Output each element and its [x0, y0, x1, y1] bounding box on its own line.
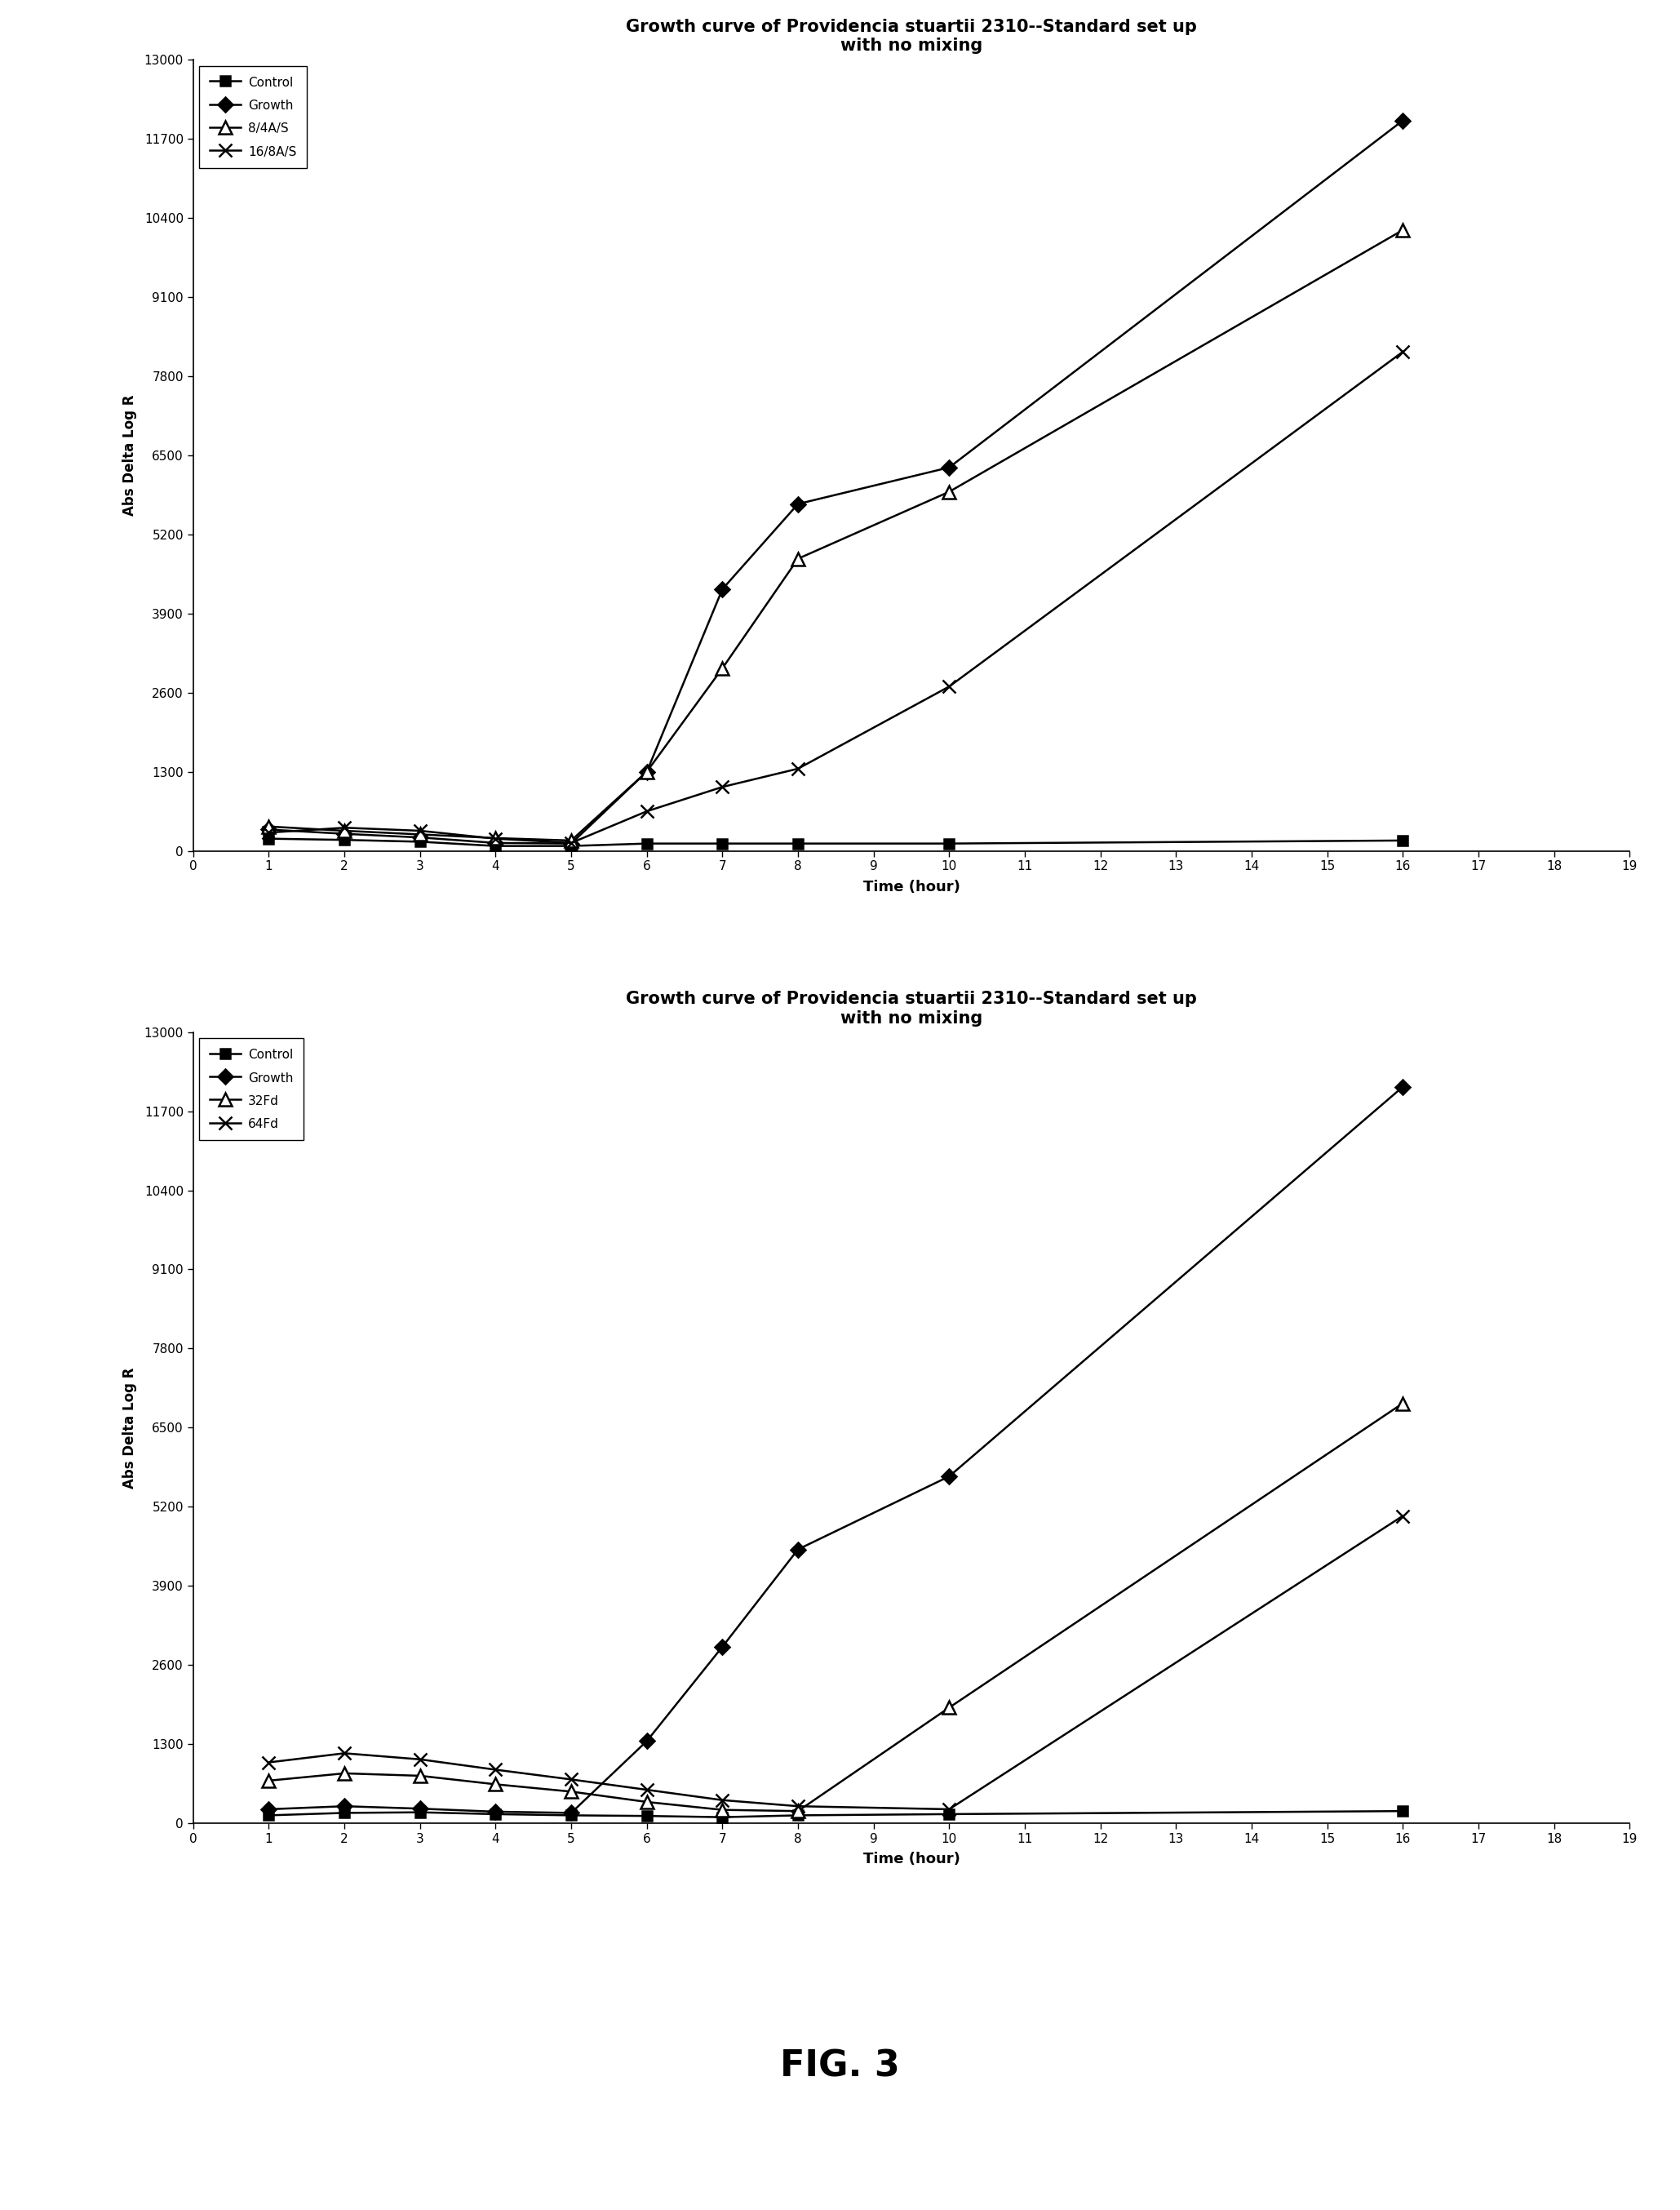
Control: [561, 1801, 581, 1828]
8/4A/S: [1393, 217, 1413, 243]
Control: [486, 1801, 506, 1828]
Line: 32Fd: 32Fd: [262, 1397, 1410, 1817]
Growth: [410, 824, 430, 851]
32Fd: [410, 1764, 430, 1790]
16/8A/S: [486, 824, 506, 851]
X-axis label: Time (hour): Time (hour): [864, 880, 959, 895]
16/8A/S: [637, 798, 657, 824]
Growth: [410, 1795, 430, 1821]
Growth: [259, 1797, 279, 1823]
8/4A/S: [486, 824, 506, 851]
Legend: Control, Growth, 32Fd, 64Fd: Control, Growth, 32Fd, 64Fd: [200, 1039, 302, 1140]
Growth: [637, 1728, 657, 1755]
64Fd: [637, 1777, 657, 1803]
Growth: [561, 1799, 581, 1825]
Control: [334, 827, 354, 853]
Control: [486, 833, 506, 860]
Control: [939, 831, 959, 857]
X-axis label: Time (hour): Time (hour): [864, 1852, 959, 1867]
32Fd: [788, 1797, 808, 1823]
16/8A/S: [788, 756, 808, 782]
64Fd: [561, 1766, 581, 1792]
Line: Growth: Growth: [264, 115, 1408, 849]
Growth: [712, 577, 732, 603]
32Fd: [1393, 1390, 1413, 1417]
8/4A/S: [259, 813, 279, 840]
Control: [410, 1799, 430, 1825]
Title: Growth curve of Providencia stuartii 2310--Standard set up
with no mixing: Growth curve of Providencia stuartii 231…: [627, 18, 1196, 53]
Line: 64Fd: 64Fd: [262, 1509, 1410, 1817]
Control: [410, 829, 430, 855]
8/4A/S: [788, 546, 808, 572]
Growth: [334, 820, 354, 846]
8/4A/S: [939, 480, 959, 506]
64Fd: [410, 1746, 430, 1772]
64Fd: [259, 1748, 279, 1775]
Growth: [1393, 1074, 1413, 1101]
64Fd: [486, 1757, 506, 1783]
Control: [788, 1801, 808, 1828]
Line: Control: Control: [264, 833, 1408, 851]
64Fd: [712, 1788, 732, 1814]
16/8A/S: [712, 774, 732, 800]
Line: Growth: Growth: [264, 1081, 1408, 1819]
Growth: [334, 1792, 354, 1819]
Legend: Control, Growth, 8/4A/S, 16/8A/S: Control, Growth, 8/4A/S, 16/8A/S: [200, 66, 306, 168]
8/4A/S: [561, 827, 581, 853]
64Fd: [939, 1797, 959, 1823]
Growth: [637, 758, 657, 785]
Growth: [939, 455, 959, 482]
16/8A/S: [410, 818, 430, 844]
Control: [1393, 1797, 1413, 1823]
Control: [788, 831, 808, 857]
Line: 16/8A/S: 16/8A/S: [262, 345, 1410, 849]
64Fd: [334, 1739, 354, 1766]
8/4A/S: [712, 654, 732, 681]
Control: [334, 1799, 354, 1825]
Control: [637, 1803, 657, 1830]
Control: [712, 1803, 732, 1830]
Growth: [486, 829, 506, 855]
Control: [259, 824, 279, 851]
8/4A/S: [334, 818, 354, 844]
Control: [1393, 827, 1413, 853]
8/4A/S: [637, 758, 657, 785]
8/4A/S: [410, 822, 430, 849]
Growth: [712, 1633, 732, 1660]
64Fd: [1393, 1503, 1413, 1529]
32Fd: [712, 1797, 732, 1823]
Y-axis label: Abs Delta Log R: Abs Delta Log R: [123, 1368, 138, 1487]
16/8A/S: [939, 674, 959, 701]
16/8A/S: [259, 820, 279, 846]
Control: [637, 831, 657, 857]
32Fd: [561, 1779, 581, 1806]
Title: Growth curve of Providencia stuartii 2310--Standard set up
with no mixing: Growth curve of Providencia stuartii 231…: [627, 990, 1196, 1025]
Control: [259, 1801, 279, 1828]
Growth: [788, 491, 808, 517]
Growth: [788, 1536, 808, 1562]
Y-axis label: Abs Delta Log R: Abs Delta Log R: [123, 396, 138, 515]
Growth: [259, 815, 279, 842]
Growth: [561, 831, 581, 857]
Control: [712, 831, 732, 857]
Growth: [486, 1799, 506, 1825]
32Fd: [334, 1759, 354, 1786]
Control: [939, 1801, 959, 1828]
Growth: [939, 1463, 959, 1490]
Growth: [1393, 108, 1413, 135]
Text: FIG. 3: FIG. 3: [780, 2049, 900, 2084]
32Fd: [486, 1770, 506, 1797]
32Fd: [637, 1788, 657, 1814]
64Fd: [788, 1792, 808, 1819]
Control: [561, 833, 581, 860]
Line: Control: Control: [264, 1806, 1408, 1823]
32Fd: [259, 1768, 279, 1795]
16/8A/S: [334, 815, 354, 842]
32Fd: [939, 1695, 959, 1722]
16/8A/S: [561, 829, 581, 855]
Line: 8/4A/S: 8/4A/S: [262, 223, 1410, 846]
16/8A/S: [1393, 338, 1413, 365]
